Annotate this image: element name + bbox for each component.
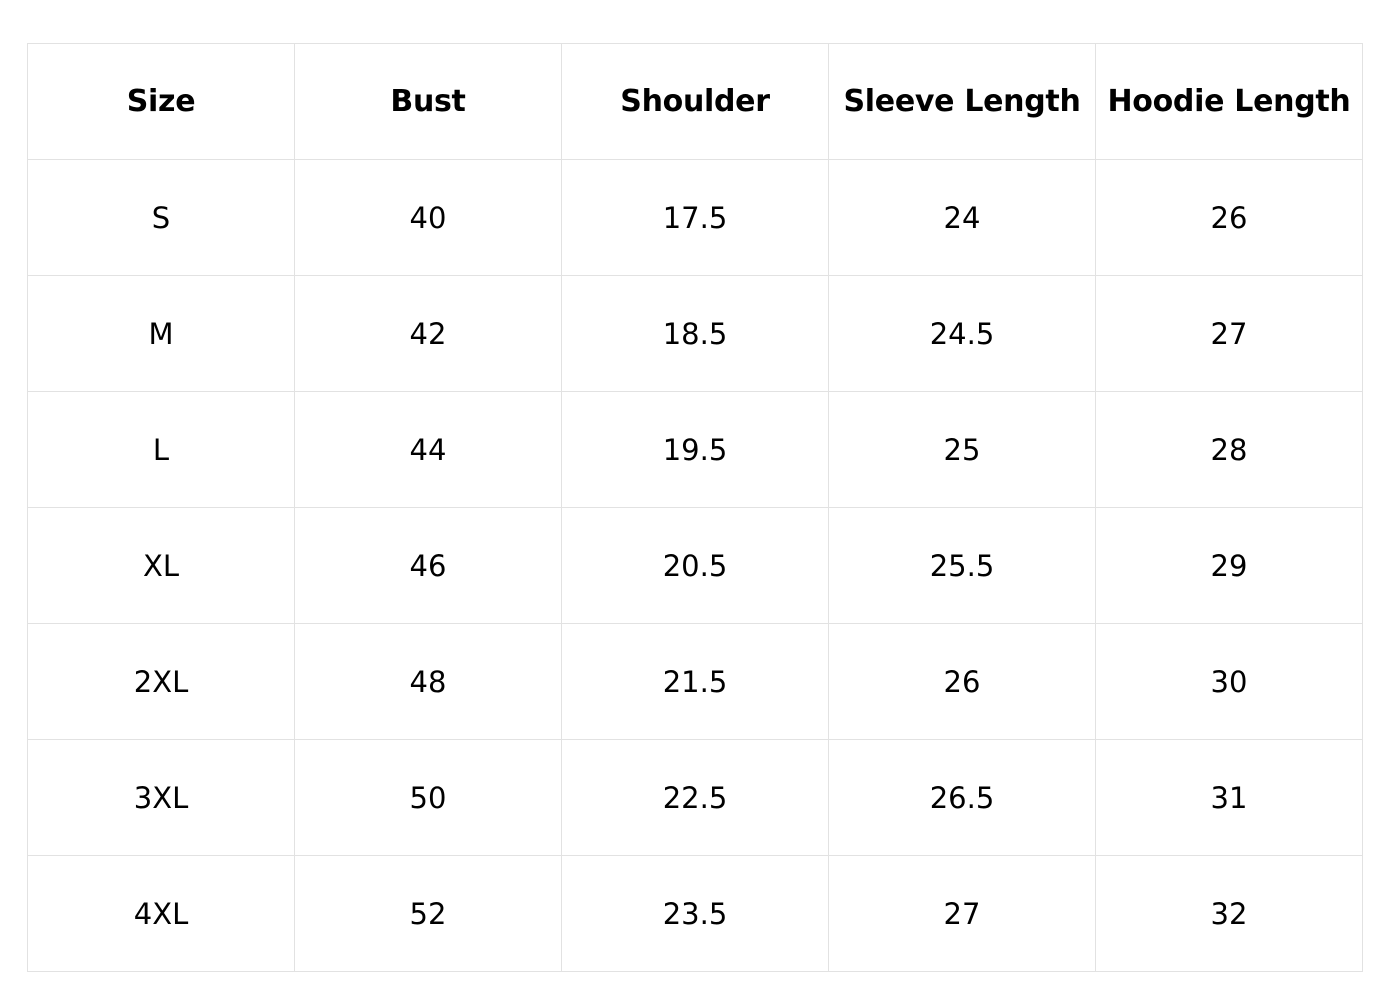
cell-bust: 50: [294, 739, 562, 856]
cell-shoulder: 20.5: [561, 507, 829, 624]
cell-hoodie-length: 26: [1095, 159, 1363, 276]
cell-sleeve-length: 24: [828, 159, 1096, 276]
table-row: 2XL 48 21.5 26 30: [27, 623, 1363, 740]
header-size: Size: [27, 43, 295, 160]
cell-size: M: [27, 275, 295, 392]
table-row: L 44 19.5 25 28: [27, 391, 1363, 508]
cell-shoulder: 19.5: [561, 391, 829, 508]
table-row: 4XL 52 23.5 27 32: [27, 855, 1363, 972]
cell-sleeve-length: 25: [828, 391, 1096, 508]
cell-sleeve-length: 25.5: [828, 507, 1096, 624]
cell-sleeve-length: 26: [828, 623, 1096, 740]
table-row: M 42 18.5 24.5 27: [27, 275, 1363, 392]
cell-size: 3XL: [27, 739, 295, 856]
cell-size: 4XL: [27, 855, 295, 972]
header-hoodie-length: Hoodie Length: [1095, 43, 1363, 160]
table-row: XL 46 20.5 25.5 29: [27, 507, 1363, 624]
cell-bust: 40: [294, 159, 562, 276]
header-sleeve-length: Sleeve Length: [828, 43, 1096, 160]
cell-bust: 48: [294, 623, 562, 740]
table-header: Size Bust Shoulder Sleeve Length Hoodie …: [27, 43, 1363, 160]
header-bust: Bust: [294, 43, 562, 160]
cell-sleeve-length: 24.5: [828, 275, 1096, 392]
header-shoulder: Shoulder: [561, 43, 829, 160]
cell-bust: 44: [294, 391, 562, 508]
cell-size: 2XL: [27, 623, 295, 740]
cell-hoodie-length: 28: [1095, 391, 1363, 508]
cell-hoodie-length: 29: [1095, 507, 1363, 624]
cell-hoodie-length: 30: [1095, 623, 1363, 740]
cell-hoodie-length: 27: [1095, 275, 1363, 392]
table-row: 3XL 50 22.5 26.5 31: [27, 739, 1363, 856]
cell-bust: 46: [294, 507, 562, 624]
cell-hoodie-length: 31: [1095, 739, 1363, 856]
cell-shoulder: 22.5: [561, 739, 829, 856]
table-row: S 40 17.5 24 26: [27, 159, 1363, 276]
cell-shoulder: 18.5: [561, 275, 829, 392]
cell-bust: 52: [294, 855, 562, 972]
cell-bust: 42: [294, 275, 562, 392]
cell-shoulder: 21.5: [561, 623, 829, 740]
cell-sleeve-length: 26.5: [828, 739, 1096, 856]
header-row: Size Bust Shoulder Sleeve Length Hoodie …: [27, 43, 1363, 160]
cell-size: L: [27, 391, 295, 508]
cell-shoulder: 23.5: [561, 855, 829, 972]
cell-hoodie-length: 32: [1095, 855, 1363, 972]
cell-shoulder: 17.5: [561, 159, 829, 276]
cell-size: XL: [27, 507, 295, 624]
cell-sleeve-length: 27: [828, 855, 1096, 972]
table-body: S 40 17.5 24 26 M 42 18.5 24.5 27 L 44 19.5 25 28 XL 46 2…: [27, 159, 1363, 972]
cell-size: S: [27, 159, 295, 276]
size-chart-table: Size Bust Shoulder Sleeve Length Hoodie …: [27, 43, 1363, 972]
